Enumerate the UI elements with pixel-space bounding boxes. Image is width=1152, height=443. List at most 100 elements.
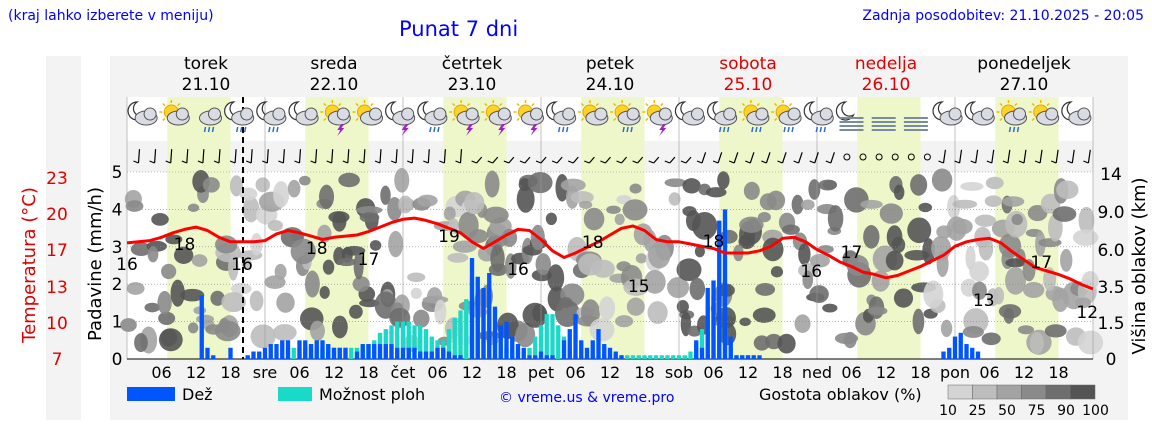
day-name: nedelja [855, 54, 917, 74]
density-swatch [972, 384, 998, 400]
rain-bar [602, 344, 607, 359]
cloud-patch [801, 199, 815, 210]
location-hint[interactable]: (kraj lahko izberete v meniju) [8, 8, 214, 24]
wind-barb-tick-icon [986, 160, 993, 164]
wind-barb-tick-icon [519, 160, 526, 164]
rain-bar [941, 351, 946, 359]
temperature-tick-label: 7 [52, 350, 63, 370]
wind-barb-tick-icon [406, 160, 413, 164]
raindrop-icon [815, 126, 819, 133]
sun-ray-icon [999, 117, 1003, 122]
cloud-patch [1075, 297, 1092, 309]
lightning-icon [659, 124, 667, 136]
cloud-patch [356, 206, 383, 215]
precip-tick-label: 5 [112, 163, 123, 183]
precip-tick-label: 2 [112, 275, 123, 295]
rain-bar [527, 355, 532, 359]
lightning-icon [498, 124, 506, 136]
day-name: četrtek [442, 54, 503, 74]
shower-bar [418, 325, 423, 359]
raindrop-icon [437, 126, 440, 133]
temperature-label: 17 [841, 243, 863, 263]
rain-bar [441, 347, 446, 359]
cloud-patch [151, 213, 169, 226]
cloud-patch [969, 261, 989, 282]
wind-barb-tick-icon [229, 160, 236, 164]
wind-barb-icon [234, 149, 237, 164]
cloud-puff-icon [143, 107, 157, 121]
wind-barb-tick-icon [761, 160, 767, 164]
wind-barb-tick-icon [197, 160, 204, 164]
weather-icons [127, 100, 1092, 136]
cloud-puff-icon [530, 107, 543, 121]
wind-barb-icon [411, 149, 414, 164]
cloud-patch [583, 207, 605, 231]
wind-barb-tick-icon [487, 160, 493, 164]
cloud-patch [981, 332, 1001, 346]
cloud-patch [1029, 331, 1044, 355]
shower-bar [389, 325, 394, 359]
cloud-patch [187, 322, 199, 334]
moon-rain-icon [417, 101, 448, 133]
sun-ray-icon [516, 102, 520, 107]
cloud-patch [1072, 229, 1099, 246]
density-level-label: 10 [939, 403, 957, 419]
cloud-patch [705, 187, 727, 198]
cloud-patch [1005, 266, 1026, 295]
cloud-patch [359, 212, 380, 223]
sun-ray-icon [741, 102, 746, 107]
cloud-patch [157, 290, 172, 315]
sun-ray-icon [774, 102, 778, 107]
cloud-patch [770, 266, 784, 278]
cloud-patch [972, 281, 987, 300]
wind-barb-tick-icon [648, 160, 654, 164]
wind-barb-icon [379, 149, 382, 164]
hour-tick: 12 [876, 363, 896, 382]
shower-bar [533, 336, 538, 359]
wind-barb-tick-icon [809, 160, 815, 164]
wind-barb-icon [492, 156, 499, 164]
rain-bar [366, 344, 371, 359]
wind-barb-tick-icon [374, 160, 381, 164]
wind-calm-icon [859, 153, 867, 161]
cloud-patch [410, 287, 422, 300]
day-abbrev-tick: sre [253, 363, 277, 382]
sun-ray-icon [177, 102, 181, 107]
cloud-patch [290, 238, 316, 265]
rain-bar [947, 347, 952, 359]
cloud-patch [762, 237, 784, 262]
copyright-link[interactable]: © vreme.us & vreme.pro [499, 390, 674, 406]
cloud-patch [589, 318, 615, 342]
cloud-patch [891, 236, 906, 254]
shower-bar [630, 355, 636, 359]
cloud-puff-icon [401, 107, 415, 121]
rain-bar [412, 347, 417, 359]
cloud-puff-icon [562, 107, 576, 121]
rain-bar [734, 355, 739, 359]
wind-barb-tick-icon [1018, 160, 1025, 164]
day-name: ponedeljek [977, 54, 1071, 74]
cloud-patch [1003, 307, 1015, 324]
rain-bar [613, 351, 618, 359]
wind-barb-icon [266, 149, 269, 164]
shower-bar [659, 355, 664, 359]
cloud-patch [484, 170, 500, 198]
shower-bar [452, 317, 457, 359]
cloud-patch [879, 203, 903, 224]
cloud-patch [242, 196, 260, 223]
sun-ray-icon [1031, 117, 1035, 122]
raindrop-icon [239, 126, 243, 133]
cloud-puff-icon [626, 107, 640, 121]
wind-barb-icon [1087, 149, 1091, 164]
sun-ray-icon [370, 102, 374, 107]
day-abbrev-tick: čet [391, 363, 416, 382]
shower-bar [671, 355, 676, 359]
cloud-patch [516, 185, 535, 213]
cloud-patch [255, 177, 270, 193]
raindrop-icon [622, 126, 625, 133]
wind-barb-tick-icon [165, 160, 171, 164]
density-swatch [996, 384, 1022, 400]
cloud-patch [229, 175, 243, 197]
cloud-patch [120, 318, 137, 332]
